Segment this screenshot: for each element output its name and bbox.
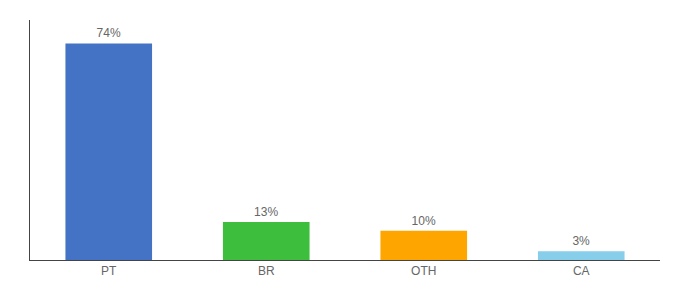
svg-text:OTH: OTH [411, 264, 436, 278]
svg-text:74%: 74% [97, 26, 121, 40]
svg-text:CA: CA [573, 264, 590, 278]
svg-text:BR: BR [258, 264, 275, 278]
svg-text:3%: 3% [572, 234, 590, 248]
svg-text:13%: 13% [254, 205, 278, 219]
svg-text:10%: 10% [412, 214, 436, 228]
svg-text:PT: PT [101, 264, 117, 278]
